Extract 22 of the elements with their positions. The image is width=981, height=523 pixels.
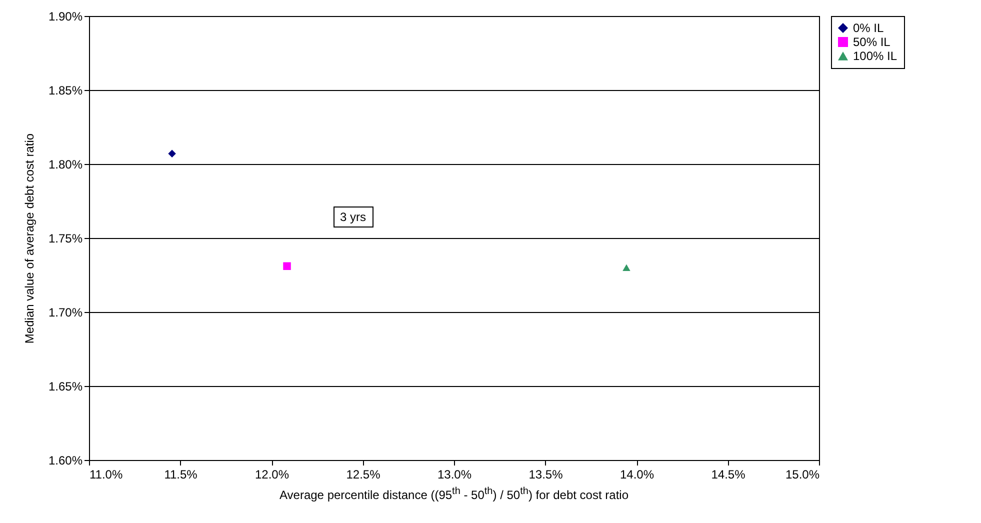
y-tick-label: 1.75% (48, 232, 83, 246)
x-tick-label: 14.0% (620, 468, 654, 482)
x-tick-label: 12.5% (346, 468, 381, 482)
y-tick-label: 1.65% (48, 380, 83, 394)
legend-label: 100% IL (853, 49, 898, 63)
x-tick-label: 14.5% (711, 468, 746, 482)
x-tick-label: 11.5% (164, 468, 198, 482)
x-tick-label: 13.0% (437, 468, 472, 482)
x-tick-label: 15.0% (785, 468, 820, 482)
y-tick-label: 1.70% (48, 306, 83, 320)
annotation: 3 yrs (340, 210, 366, 224)
legend-label: 50% IL (853, 35, 891, 49)
x-tick-label: 12.0% (254, 468, 290, 482)
y-tick-label: 1.85% (48, 84, 83, 98)
x-tick-label: 11.0% (90, 468, 123, 482)
y-tick-label: 1.90% (48, 10, 83, 24)
x-axis-title: Average percentile distance ((95$^{th}$ - 50$^{th}$) / 50$^{th}$) for debt cost ratio (278, 486, 630, 502)
legend-label: 0% IL (853, 21, 884, 35)
y-axis-title: Median value of average debt cost ratio (22, 133, 36, 344)
x-tick-label: 13.5% (528, 468, 564, 482)
y-tick-label: 1.80% (48, 158, 83, 172)
y-tick-label: 1.60% (48, 454, 83, 468)
